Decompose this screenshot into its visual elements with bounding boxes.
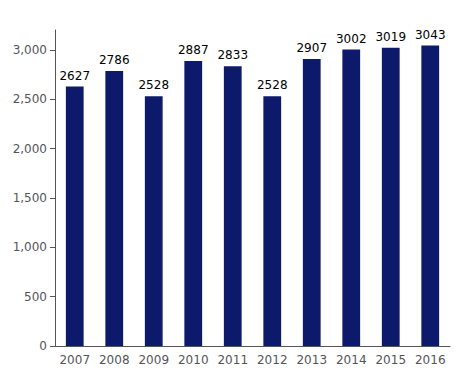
- svg-text:3002: 3002: [336, 32, 367, 46]
- svg-text:1,500: 1,500: [13, 191, 47, 205]
- svg-text:2014: 2014: [336, 353, 367, 367]
- svg-text:0: 0: [39, 339, 47, 353]
- svg-text:3,000: 3,000: [13, 43, 47, 57]
- svg-text:2907: 2907: [296, 41, 327, 55]
- svg-text:2012: 2012: [257, 353, 288, 367]
- svg-text:3043: 3043: [415, 28, 446, 42]
- svg-text:2887: 2887: [178, 43, 209, 57]
- svg-text:2007: 2007: [59, 353, 90, 367]
- svg-text:1,000: 1,000: [13, 240, 47, 254]
- svg-text:2011: 2011: [217, 353, 248, 367]
- svg-text:3019: 3019: [375, 30, 406, 44]
- svg-text:2009: 2009: [138, 353, 169, 367]
- svg-text:2015: 2015: [375, 353, 406, 367]
- svg-text:2008: 2008: [99, 353, 130, 367]
- svg-text:2016: 2016: [415, 353, 446, 367]
- svg-text:2,000: 2,000: [13, 142, 47, 156]
- svg-text:2528: 2528: [257, 78, 288, 92]
- svg-text:2528: 2528: [138, 78, 169, 92]
- svg-text:500: 500: [24, 290, 47, 304]
- svg-text:2786: 2786: [99, 53, 130, 67]
- svg-text:2833: 2833: [217, 48, 248, 62]
- svg-text:2010: 2010: [178, 353, 209, 367]
- svg-text:2627: 2627: [59, 69, 90, 83]
- svg-text:2,500: 2,500: [13, 92, 47, 106]
- svg-text:2013: 2013: [296, 353, 327, 367]
